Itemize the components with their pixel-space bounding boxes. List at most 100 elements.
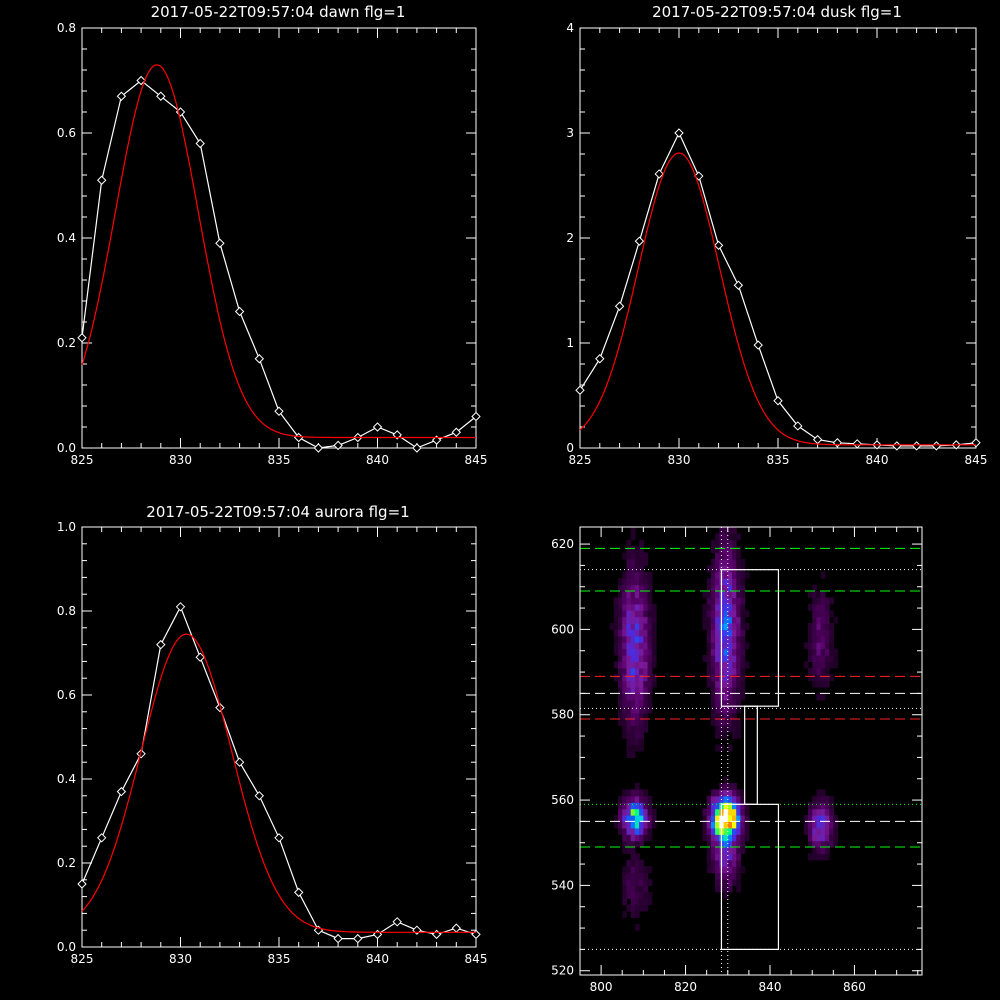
heatmap-pixel xyxy=(622,891,628,899)
heatmap-pixel xyxy=(630,815,636,822)
heatmap-pixel xyxy=(634,834,640,842)
heatmap-pixel xyxy=(643,712,649,720)
heatmap-pixel xyxy=(639,821,644,829)
heatmap-pixel xyxy=(622,603,628,611)
heatmap-pixel xyxy=(634,827,640,835)
heatmap-pixel xyxy=(808,623,813,630)
heatmap-pixel xyxy=(618,712,623,720)
heatmap-pixel xyxy=(626,712,632,720)
heatmap-pixel xyxy=(634,840,640,848)
heatmap-pixel xyxy=(736,648,742,656)
heatmap-pixel xyxy=(715,578,720,586)
heatmap-pixel xyxy=(723,616,729,624)
aurora-series xyxy=(77,602,481,944)
heatmap-pixel xyxy=(622,674,628,682)
heatmap-pixel xyxy=(710,808,716,816)
data-point xyxy=(654,169,664,179)
heatmap-pixel xyxy=(736,687,742,694)
heatmap-pixel xyxy=(829,815,834,822)
heatmap-pixel xyxy=(744,571,750,579)
heatmap-pixel xyxy=(710,584,716,592)
heatmap-pixel xyxy=(706,859,712,867)
y-tick-label: 0.8 xyxy=(57,21,76,35)
heatmap-pixel xyxy=(727,623,733,630)
heatmap-pixel xyxy=(630,898,636,906)
heatmap-pixel xyxy=(727,827,733,835)
heatmap-pixel xyxy=(829,674,834,682)
heatmap-pixel xyxy=(630,821,636,829)
heatmap-pixel xyxy=(613,616,619,624)
heatmap-pixel xyxy=(820,815,826,822)
heatmap-pixel xyxy=(626,821,632,829)
heatmap-pixel xyxy=(740,693,746,701)
heatmap-pixel xyxy=(630,623,636,630)
heatmap-pixel xyxy=(723,584,729,592)
heatmap-pixel xyxy=(613,674,619,682)
heatmap-pixel xyxy=(626,642,632,650)
data-point xyxy=(293,887,304,898)
heatmap-pixel xyxy=(816,623,822,630)
heatmap-pixel xyxy=(634,667,640,675)
heatmap-pixel xyxy=(702,815,708,822)
heatmap-pixel xyxy=(639,559,644,566)
data-point xyxy=(595,354,605,364)
heatmap-pixel xyxy=(744,808,750,816)
heatmap-pixel xyxy=(812,853,818,861)
heatmap-pixel xyxy=(626,808,632,816)
heatmap-pixel xyxy=(647,687,653,694)
heatmap-pixel xyxy=(820,789,826,797)
data-point xyxy=(575,385,585,395)
heatmap-pixel xyxy=(639,642,644,650)
heatmap-pixel xyxy=(732,783,737,790)
heatmap-pixel xyxy=(723,680,729,688)
heatmap-pixel xyxy=(622,821,628,829)
heatmap-pixel xyxy=(626,623,632,630)
heatmap-pixel xyxy=(622,866,628,874)
heatmap-pixel xyxy=(622,597,628,605)
heatmap-pixel xyxy=(715,635,720,643)
heatmap-pixel xyxy=(812,680,818,688)
heatmap-pixel xyxy=(630,603,636,611)
heatmap-pixel xyxy=(643,815,649,822)
x-tick-label: 830 xyxy=(668,453,691,467)
heatmap-pixel xyxy=(740,610,746,618)
heatmap-pixel xyxy=(647,866,653,874)
heatmap-pixel xyxy=(820,674,826,682)
heatmap-pixel xyxy=(618,584,623,592)
heatmap-pixel xyxy=(630,687,636,694)
heatmap-pixel xyxy=(630,597,636,605)
heatmap-pixel xyxy=(634,853,640,861)
heatmap-pixel xyxy=(634,603,640,611)
heatmap-pixel xyxy=(643,616,649,624)
heatmap-pixel xyxy=(715,591,720,598)
heatmap-pixel xyxy=(736,591,742,598)
dusk-title: 2017-05-22T09:57:04 dusk flg=1 xyxy=(652,3,902,21)
heatmap-pixel xyxy=(626,872,632,880)
heatmap-pixel xyxy=(732,712,737,720)
heatmap-pixel xyxy=(639,706,644,714)
heatmap-pixel xyxy=(706,565,712,573)
heatmap-pixel xyxy=(816,847,822,854)
heatmap-pixel xyxy=(710,629,716,637)
heatmap-pixel xyxy=(639,578,644,586)
heatmap-pixel xyxy=(639,667,644,675)
heatmap-pixel xyxy=(647,891,653,899)
heatmap-pixel xyxy=(647,629,653,637)
heatmap-pixel xyxy=(634,571,640,579)
data-point xyxy=(431,435,442,445)
heatmap-pixel xyxy=(820,648,826,656)
heatmap-pixel xyxy=(740,603,746,611)
heatmap-pixel xyxy=(613,629,619,637)
x-tick-label: 825 xyxy=(569,453,592,467)
heatmap-pixel xyxy=(824,815,830,822)
heatmap-pixel xyxy=(723,719,729,726)
heatmap-pixel xyxy=(723,527,729,534)
heatmap-pixel xyxy=(829,821,834,829)
heatmap-pixel xyxy=(626,571,632,579)
heatmap-pixel xyxy=(626,661,632,669)
heatmap-pixel xyxy=(727,885,733,893)
heatmap-pixel xyxy=(643,591,649,598)
heatmap-pixel xyxy=(803,815,809,822)
data-point xyxy=(313,443,324,453)
heatmap-pixel xyxy=(626,629,632,637)
